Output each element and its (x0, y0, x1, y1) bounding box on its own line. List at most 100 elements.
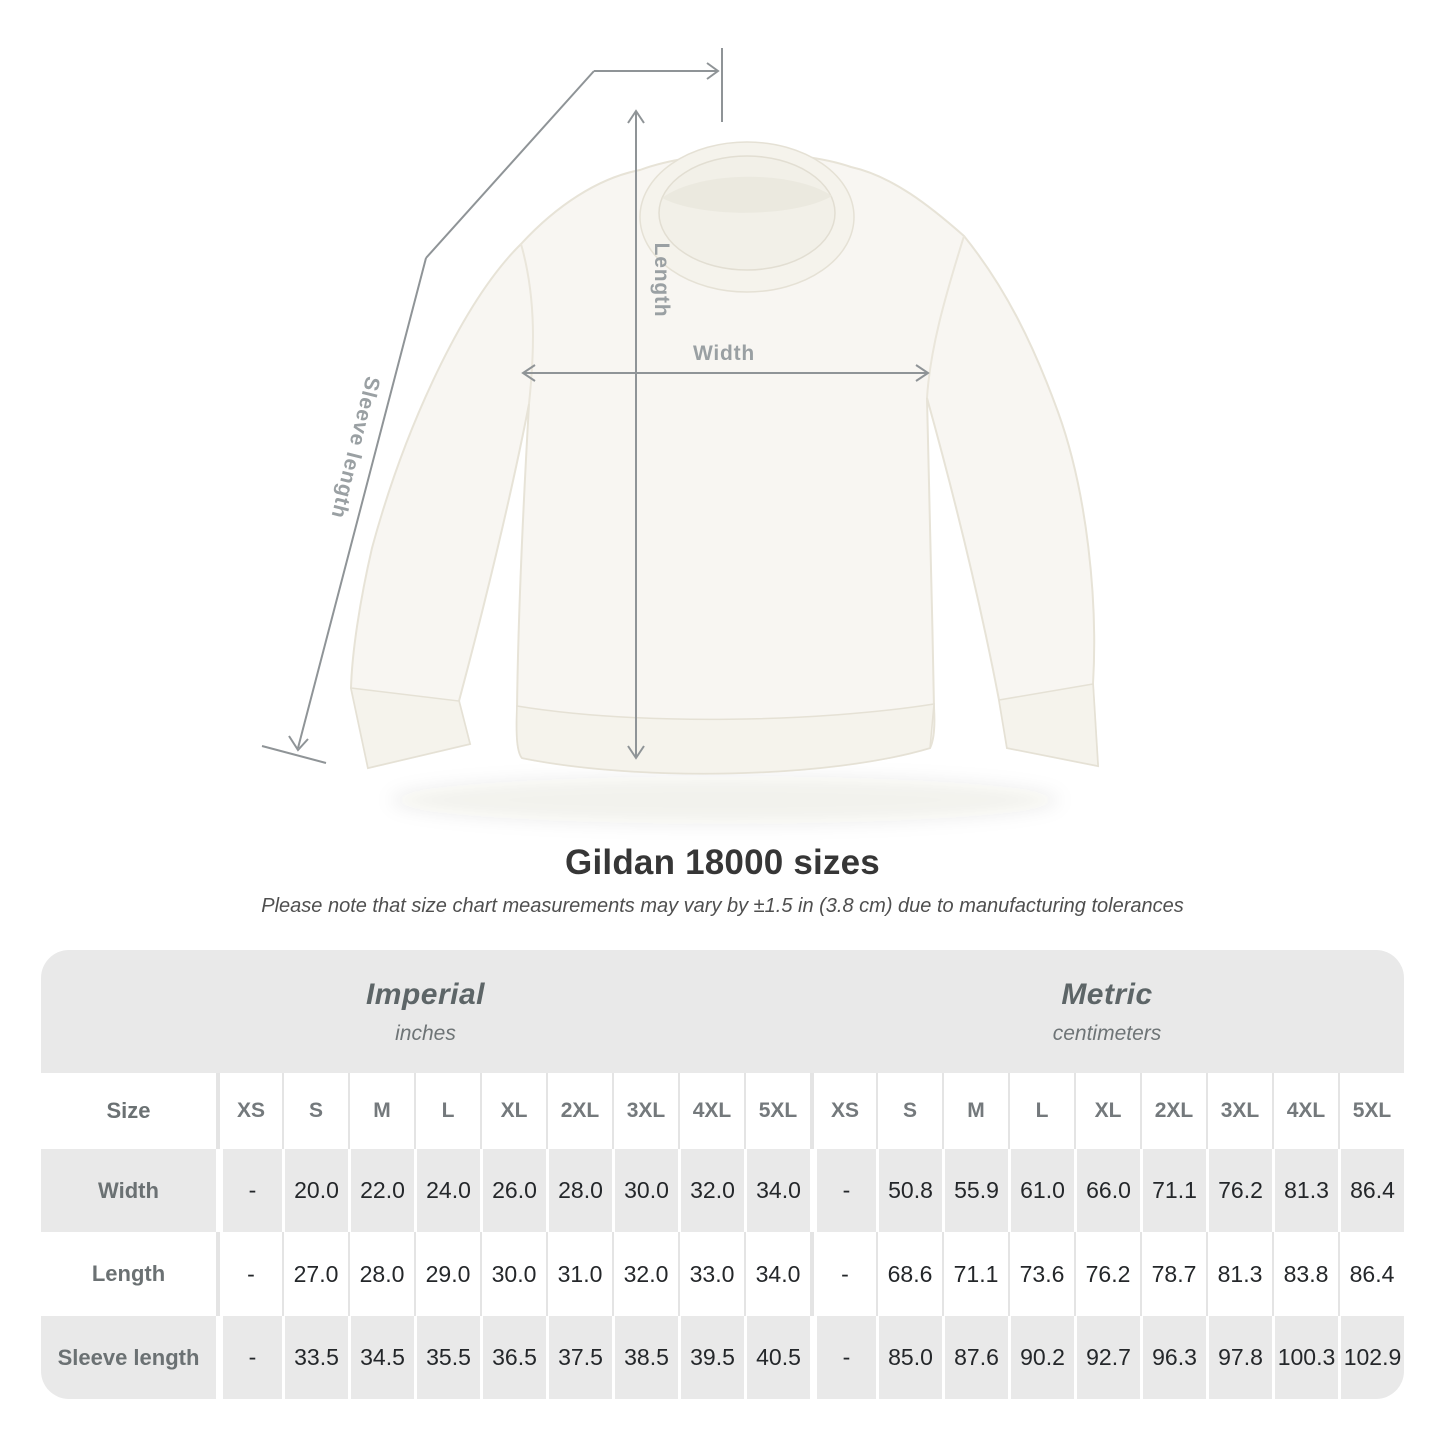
left-armhole-seam (520, 243, 534, 405)
right-cuff (998, 683, 1099, 767)
collar-inner (658, 155, 836, 271)
value-cell: 87.6 (942, 1316, 1008, 1399)
value-cell: 83.8 (1272, 1232, 1338, 1316)
table-row-length: Length -27.0 28.0 29.0 30.0 31.0 32.0 33.0 34.0-… (41, 1232, 1404, 1316)
value-cell: 55.9 (942, 1149, 1008, 1232)
row-label: Width (41, 1149, 216, 1232)
value-cell: 40.5 (744, 1316, 810, 1399)
value-cell: 26.0 (480, 1149, 546, 1232)
value-cell: 85.0 (876, 1316, 942, 1399)
size-header-cell: 4XL (678, 1073, 744, 1149)
units-band: Imperial inches Metric centimeters (41, 950, 1404, 1073)
size-table-rows: Size XS S M L XL 2XL 3XL 4XL 5XL XS S M L XL 2XL 3XL 4XL 5… (41, 1073, 1404, 1399)
length-arrow (627, 109, 645, 760)
left-cuff (350, 687, 471, 769)
size-header-cell: XL (1074, 1073, 1140, 1149)
value-cell: 100.3 (1272, 1316, 1338, 1399)
value-cell: 73.6 (1008, 1232, 1074, 1316)
value-cell: 31.0 (546, 1232, 612, 1316)
size-header-cell: 2XL (546, 1073, 612, 1149)
value-cell: 78.7 (1140, 1232, 1206, 1316)
value-cell: - (216, 1316, 282, 1399)
value-cell: 36.5 (480, 1316, 546, 1399)
value-cell: 38.5 (612, 1316, 678, 1399)
value-cell: 24.0 (414, 1149, 480, 1232)
value-cell: 61.0 (1008, 1149, 1074, 1232)
table-row-width: Width -20.0 22.0 24.0 26.0 28.0 30.0 32.0 34.0-5… (41, 1149, 1404, 1232)
table-row-sizes: Size XS S M L XL 2XL 3XL 4XL 5XL XS S M L XL 2XL 3XL 4XL 5… (41, 1073, 1404, 1149)
value-cell: - (216, 1149, 282, 1232)
value-cell: 28.0 (546, 1149, 612, 1232)
unit-group-imperial: Imperial inches (41, 950, 810, 1073)
value-cell: 28.0 (348, 1232, 414, 1316)
value-cell: 102.9 (1338, 1316, 1404, 1399)
size-header-cell: M (348, 1073, 414, 1149)
size-header-cell: L (414, 1073, 480, 1149)
size-header-cell: XS (216, 1073, 282, 1149)
value-cell: 50.8 (876, 1149, 942, 1232)
size-header-cell: 4XL (1272, 1073, 1338, 1149)
sweatshirt-illustration (349, 141, 1100, 775)
size-header-cell: S (282, 1073, 348, 1149)
value-cell: 92.7 (1074, 1316, 1140, 1399)
value-cell: 33.0 (678, 1232, 744, 1316)
value-cell: 20.0 (282, 1149, 348, 1232)
value-cell: 68.6 (876, 1232, 942, 1316)
row-label: Size (106, 1098, 151, 1123)
value-cell: 32.0 (678, 1149, 744, 1232)
size-header-cell: L (1008, 1073, 1074, 1149)
value-cell: 34.5 (348, 1316, 414, 1399)
sleeve-length-arrow (261, 48, 723, 764)
size-header-cell: 5XL (744, 1073, 810, 1149)
collar-inside-back (662, 176, 832, 213)
value-cell: 30.0 (480, 1232, 546, 1316)
right-armhole-seam (926, 235, 965, 399)
value-cell: 30.0 (612, 1149, 678, 1232)
value-cell: 71.1 (1140, 1149, 1206, 1232)
garment-shadow (390, 776, 1060, 824)
size-header-cell: 3XL (1206, 1073, 1272, 1149)
metric-unit: centimeters (1052, 1021, 1162, 1045)
sweatshirt-measurement-diagram: Length Width Sleeve length (261, 48, 1100, 824)
value-cell: - (810, 1232, 876, 1316)
size-table: Imperial inches Metric centimeters Size X… (41, 950, 1404, 1399)
value-cell: 32.0 (612, 1232, 678, 1316)
size-header-cell: S (876, 1073, 942, 1149)
value-cell: 27.0 (282, 1232, 348, 1316)
value-cell: 34.0 (744, 1232, 810, 1316)
row-label: Sleeve length (41, 1316, 216, 1399)
value-cell: 97.8 (1206, 1316, 1272, 1399)
length-label: Length (650, 243, 673, 318)
size-header-cell: 3XL (612, 1073, 678, 1149)
value-cell: 76.2 (1206, 1149, 1272, 1232)
width-label: Width (693, 342, 755, 365)
size-header-cell: M (942, 1073, 1008, 1149)
value-cell: 35.5 (414, 1316, 480, 1399)
value-cell: 37.5 (546, 1316, 612, 1399)
hem-band (515, 703, 935, 775)
value-cell: 96.3 (1140, 1316, 1206, 1399)
value-cell: - (216, 1232, 282, 1316)
value-cell: - (810, 1149, 876, 1232)
unit-group-metric: Metric centimeters (810, 950, 1404, 1073)
value-cell: 81.3 (1272, 1149, 1338, 1232)
value-cell: 29.0 (414, 1232, 480, 1316)
value-cell: 34.0 (744, 1149, 810, 1232)
size-header-cell: 5XL (1338, 1073, 1404, 1149)
metric-title: Metric (1061, 977, 1153, 1011)
imperial-unit: inches (395, 1021, 456, 1045)
tolerance-note: Please note that size chart measurements… (261, 895, 1184, 917)
value-cell: 86.4 (1338, 1232, 1404, 1316)
size-header-cell: XS (810, 1073, 876, 1149)
page-title: Gildan 18000 sizes (565, 843, 880, 882)
value-cell: 90.2 (1008, 1316, 1074, 1399)
width-arrow (521, 364, 930, 382)
value-cell: 71.1 (942, 1232, 1008, 1316)
size-header-cell: 2XL (1140, 1073, 1206, 1149)
value-cell: 81.3 (1206, 1232, 1272, 1316)
value-cell: 76.2 (1074, 1232, 1140, 1316)
size-header-cell: XL (480, 1073, 546, 1149)
row-label: Length (91, 1261, 166, 1286)
value-cell: 86.4 (1338, 1149, 1404, 1232)
